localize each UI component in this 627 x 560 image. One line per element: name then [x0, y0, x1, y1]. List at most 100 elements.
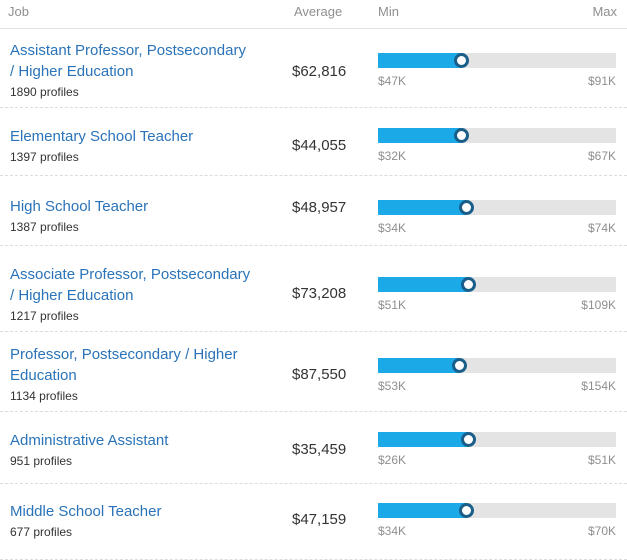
- table-row: Associate Professor, Postsecondary / High…: [0, 246, 627, 332]
- job-title-link[interactable]: Elementary School Teacher: [10, 126, 272, 147]
- job-title-line: / Higher Education: [10, 287, 134, 304]
- salary-range: $34K $70K: [378, 503, 616, 542]
- salary-range: $53K $154K: [378, 358, 616, 397]
- job-title-link[interactable]: Middle School Teacher: [10, 501, 272, 522]
- range-track: [378, 200, 616, 215]
- header-job: Job: [8, 4, 29, 19]
- average-salary: $73,208: [292, 285, 347, 302]
- max-salary: $109K: [581, 298, 616, 312]
- job-title-line: / Higher Education: [10, 63, 134, 80]
- job-cell: Professor, Postsecondary / Higher Educati…: [10, 344, 272, 405]
- range-labels: $26K $51K: [378, 453, 616, 471]
- max-salary: $51K: [587, 453, 616, 467]
- average-salary: $48,957: [292, 199, 347, 216]
- average-marker-icon: [454, 53, 470, 68]
- profile-count: 1397 profiles: [10, 150, 79, 164]
- job-title-line: High School Teacher: [10, 198, 149, 215]
- min-salary: $53K: [378, 379, 407, 393]
- header-min: Min: [378, 4, 399, 19]
- min-salary: $34K: [378, 524, 407, 538]
- average-marker-icon: [459, 503, 475, 518]
- profile-count: 1890 profiles: [10, 85, 79, 99]
- range-fill: [378, 503, 467, 518]
- range-fill: [378, 358, 459, 373]
- job-title-line: Middle School Teacher: [10, 503, 162, 520]
- job-title-line: Assistant Professor, Postsecondary: [10, 42, 246, 59]
- profile-count: 677 profiles: [10, 525, 73, 539]
- range-track: [378, 432, 616, 447]
- job-title-link[interactable]: Associate Professor, Postsecondary / High…: [10, 264, 272, 306]
- salary-range: $26K $51K: [378, 432, 616, 471]
- range-labels: $53K $154K: [378, 379, 616, 397]
- table-row: Administrative Assistant 951 profiles $35,…: [0, 412, 627, 484]
- range-track: [378, 503, 616, 518]
- range-track: [378, 277, 616, 292]
- range-fill: [378, 53, 462, 68]
- average-salary: $87,550: [292, 366, 347, 383]
- average-salary: $35,459: [292, 441, 347, 458]
- salary-range: $34K $74K: [378, 200, 616, 239]
- job-cell: Assistant Professor, Postsecondary / High…: [10, 40, 272, 101]
- job-title-line: Professor, Postsecondary / Higher: [10, 346, 238, 363]
- table-row: Middle School Teacher 677 profiles $47,159…: [0, 484, 627, 560]
- profile-count: 951 profiles: [10, 454, 73, 468]
- profile-count: 1134 profiles: [10, 389, 78, 403]
- salary-range: $47K $91K: [378, 53, 616, 92]
- salary-range: $51K $109K: [378, 277, 616, 316]
- range-labels: $32K $67K: [378, 149, 616, 167]
- profile-count: 1387 profiles: [10, 220, 79, 234]
- min-salary: $47K: [378, 74, 407, 88]
- job-title-link[interactable]: High School Teacher: [10, 196, 272, 217]
- profile-count: 1217 profiles: [10, 309, 79, 323]
- job-title-line: Elementary School Teacher: [10, 128, 194, 145]
- max-salary: $91K: [587, 74, 616, 88]
- min-salary: $26K: [378, 453, 407, 467]
- range-labels: $51K $109K: [378, 298, 616, 316]
- table-header: Job Average Min Max: [0, 0, 627, 29]
- range-labels: $34K $70K: [378, 524, 616, 542]
- range-labels: $47K $91K: [378, 74, 616, 92]
- table-row: Professor, Postsecondary / Higher Educati…: [0, 332, 627, 412]
- max-salary: $154K: [581, 379, 616, 393]
- job-title-link[interactable]: Administrative Assistant: [10, 430, 272, 451]
- range-fill: [378, 432, 469, 447]
- job-title-link[interactable]: Professor, Postsecondary / Higher Educati…: [10, 344, 272, 386]
- salary-range: $32K $67K: [378, 128, 616, 167]
- average-marker-icon: [454, 128, 470, 143]
- job-cell: Elementary School Teacher 1397 profiles: [10, 126, 272, 166]
- average-salary: $47,159: [292, 511, 347, 528]
- average-marker-icon: [451, 358, 467, 373]
- range-labels: $34K $74K: [378, 221, 616, 239]
- max-salary: $74K: [587, 221, 616, 235]
- job-cell: Administrative Assistant 951 profiles: [10, 430, 272, 470]
- max-salary: $70K: [587, 524, 616, 538]
- average-marker-icon: [461, 277, 477, 292]
- average-salary: $44,055: [292, 137, 347, 154]
- average-marker-icon: [461, 432, 477, 447]
- header-average: Average: [294, 4, 343, 19]
- range-track: [378, 128, 616, 143]
- range-fill: [378, 128, 462, 143]
- job-title-line: Education: [10, 367, 77, 384]
- range-fill: [378, 277, 469, 292]
- range-fill: [378, 200, 467, 215]
- min-salary: $51K: [378, 298, 407, 312]
- table-row: Assistant Professor, Postsecondary / High…: [0, 29, 627, 108]
- header-max: Max: [592, 4, 617, 19]
- job-title-link[interactable]: Assistant Professor, Postsecondary / High…: [10, 40, 272, 82]
- job-cell: Middle School Teacher 677 profiles: [10, 501, 272, 541]
- job-title-line: Administrative Assistant: [10, 432, 169, 449]
- range-track: [378, 53, 616, 68]
- job-title-line: Associate Professor, Postsecondary: [10, 266, 251, 283]
- min-salary: $32K: [378, 149, 407, 163]
- max-salary: $67K: [587, 149, 616, 163]
- min-salary: $34K: [378, 221, 407, 235]
- average-salary: $62,816: [292, 63, 347, 80]
- average-marker-icon: [459, 200, 475, 215]
- job-cell: High School Teacher 1387 profiles: [10, 196, 272, 236]
- job-cell: Associate Professor, Postsecondary / High…: [10, 264, 272, 325]
- table-row: High School Teacher 1387 profiles $48,957 $…: [0, 176, 627, 246]
- table-row: Elementary School Teacher 1397 profiles $4…: [0, 108, 627, 176]
- range-track: [378, 358, 616, 373]
